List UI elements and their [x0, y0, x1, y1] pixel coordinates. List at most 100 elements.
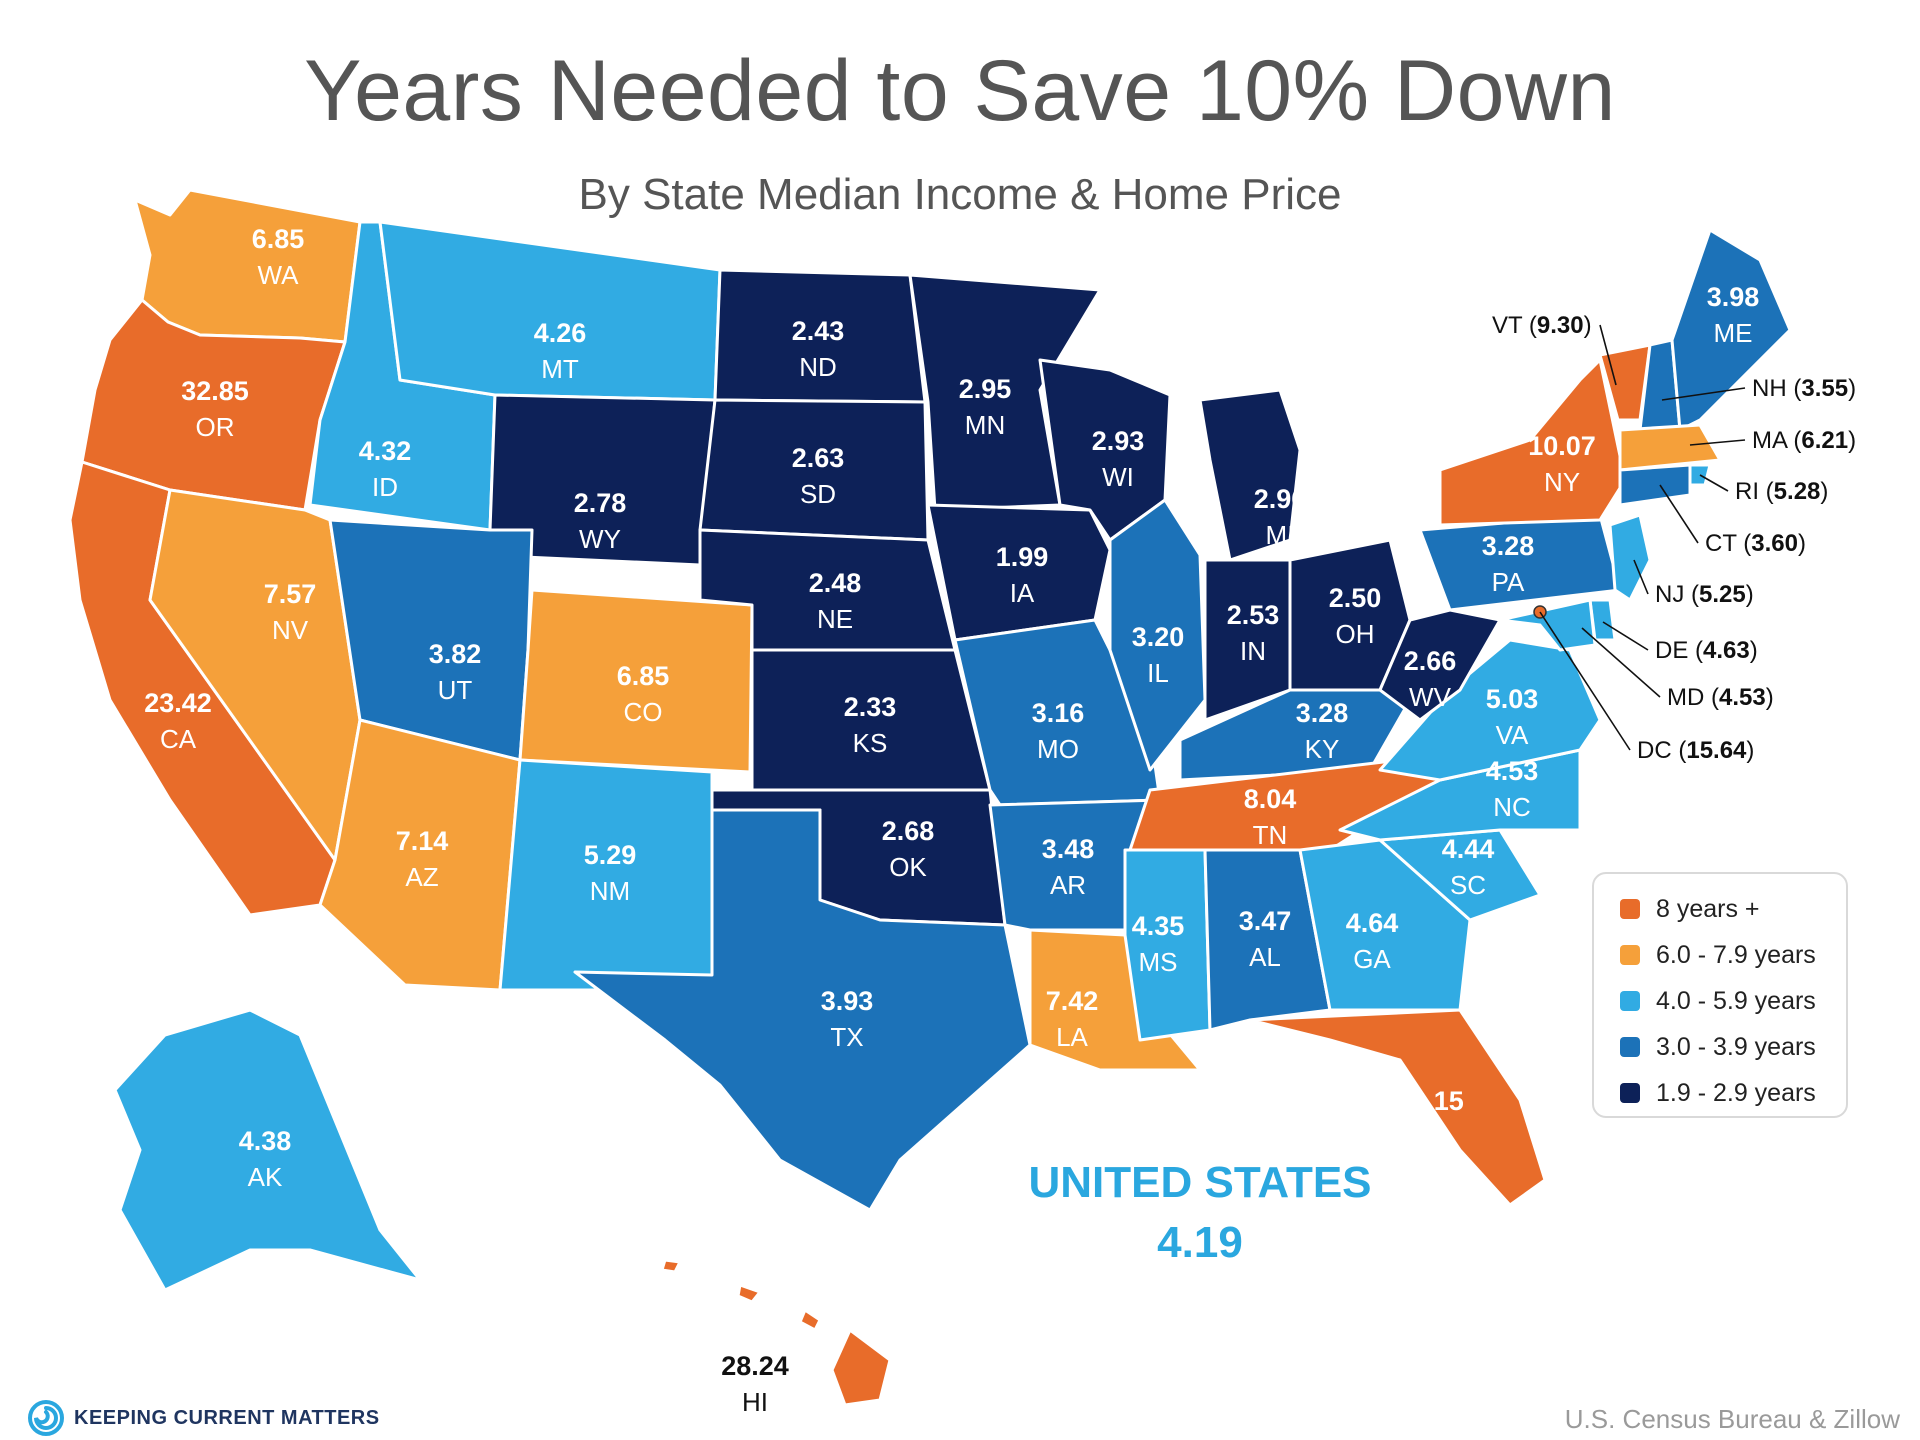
state-abbr-al: AL — [1249, 942, 1281, 972]
state-value-fl: 16.15 — [1396, 1086, 1464, 1116]
legend-swatch — [1620, 945, 1640, 965]
state-value-ga: 4.64 — [1346, 908, 1399, 938]
callout-paren-close: ) — [1584, 312, 1592, 339]
callout-label-ri: RI (5.28) — [1735, 478, 1828, 505]
state-shape-fl — [1248, 1008, 1547, 1207]
callout-line-de — [1602, 621, 1649, 651]
state-shape-wy — [478, 393, 717, 567]
state-value-nc: 4.53 — [1486, 756, 1539, 786]
national-value: 4.19 — [1157, 1218, 1243, 1267]
state-value-ia: 1.99 — [996, 542, 1049, 572]
state-abbr-ne: NE — [817, 604, 853, 634]
callout-value: 3.55 — [1801, 375, 1848, 402]
swirl-logo-icon — [28, 1400, 64, 1436]
callout-paren-close: ) — [1798, 530, 1806, 557]
legend-swatch — [1620, 1083, 1640, 1103]
state-abbr-wy: WY — [579, 524, 621, 554]
state-value-mo: 3.16 — [1032, 698, 1085, 728]
state-value-nv: 7.57 — [264, 579, 317, 609]
state-value-mt: 4.26 — [534, 318, 587, 348]
state-abbr-nd: ND — [799, 352, 837, 382]
callout-line-nh — [1661, 387, 1746, 401]
state-abbr-ks: KS — [853, 728, 888, 758]
callout-paren-close: ) — [1848, 375, 1856, 402]
state-shape-ms — [1123, 848, 1212, 1042]
callout-line-dc — [1539, 611, 1631, 751]
state-abbr-me: ME — [1714, 318, 1753, 348]
callout-label-nj: NJ (5.25) — [1655, 581, 1754, 608]
state-abbr-mn: MN — [965, 410, 1005, 440]
state-abbr-sd: SD — [800, 479, 836, 509]
legend-item: 6.0 - 7.9 years — [1620, 932, 1846, 978]
callout-paren-close: ) — [1848, 427, 1856, 454]
state-value-il: 3.20 — [1132, 622, 1185, 652]
state-shape-wa — [133, 188, 362, 344]
callout-abbr: NJ — [1655, 581, 1684, 608]
state-shape-hi — [830, 1328, 892, 1407]
state-value-me: 3.98 — [1707, 282, 1760, 312]
state-abbr-va: VA — [1496, 720, 1529, 750]
callout-value: 5.25 — [1699, 581, 1746, 608]
state-value-la: 7.42 — [1046, 986, 1099, 1016]
callout-abbr: RI — [1735, 478, 1759, 505]
state-value-al: 3.47 — [1239, 906, 1292, 936]
state-shape-ma — [1618, 423, 1722, 472]
callout-label-vt: VT (9.30) — [1492, 312, 1592, 339]
state-value-ut: 3.82 — [429, 639, 482, 669]
state-shape-ny — [1438, 358, 1627, 527]
callout-paren-close: ) — [1820, 478, 1828, 505]
state-value-wi: 2.93 — [1092, 426, 1145, 456]
state-abbr-nm: NM — [590, 876, 630, 906]
state-abbr-mt: MT — [541, 354, 579, 384]
callout-line-nj — [1633, 559, 1649, 595]
state-abbr-il: IL — [1147, 658, 1169, 688]
state-value-ks: 2.33 — [844, 692, 897, 722]
legend-label: 4.0 - 5.9 years — [1656, 986, 1816, 1015]
state-value-wv: 2.66 — [1404, 646, 1457, 676]
callout-paren-open: ( — [1672, 737, 1687, 764]
callout-paren-open: ( — [1688, 637, 1703, 664]
callout-label-dc: DC (15.64) — [1637, 737, 1754, 764]
callout-abbr: MD — [1667, 684, 1704, 711]
state-value-co: 6.85 — [617, 661, 670, 691]
callout-label-nh: NH (3.55) — [1752, 375, 1856, 402]
state-value-nm: 5.29 — [584, 840, 637, 870]
state-abbr-fl: FL — [1415, 1122, 1445, 1152]
state-abbr-id: ID — [372, 472, 398, 502]
callout-abbr: VT — [1492, 312, 1523, 339]
callout-line-ct — [1659, 484, 1699, 544]
callout-paren-close: ) — [1746, 581, 1754, 608]
state-shape-md — [1498, 598, 1597, 652]
state-abbr-ak: AK — [248, 1162, 283, 1192]
national-label: UNITED STATES — [1028, 1158, 1372, 1207]
state-value-wa: 6.85 — [252, 224, 305, 254]
legend-item: 8 years + — [1620, 886, 1846, 932]
callout-label-de: DE (4.63) — [1655, 637, 1758, 664]
state-value-ny: 10.07 — [1528, 431, 1596, 461]
state-abbr-nc: NC — [1493, 792, 1531, 822]
state-shape-al — [1203, 848, 1332, 1032]
map-title: Years Needed to Save 10% Down — [304, 43, 1616, 139]
state-value-hi: 28.24 — [721, 1351, 789, 1381]
state-abbr-tx: TX — [830, 1022, 863, 1052]
state-shape-nm — [498, 758, 714, 992]
callout-abbr: NH — [1752, 375, 1787, 402]
callout-value: 4.53 — [1719, 684, 1766, 711]
legend-label: 1.9 - 2.9 years — [1656, 1078, 1816, 1107]
state-value-ar: 3.48 — [1042, 834, 1095, 864]
state-value-ms: 4.35 — [1132, 911, 1185, 941]
state-value-id: 4.32 — [359, 436, 412, 466]
callout-value: 4.63 — [1703, 637, 1750, 664]
callout-value: 5.28 — [1774, 478, 1821, 505]
state-value-az: 7.14 — [396, 826, 449, 856]
state-abbr-la: LA — [1056, 1022, 1088, 1052]
state-value-ca: 23.42 — [144, 688, 212, 718]
state-shape-hi — [660, 1258, 682, 1274]
brand-logo: KEEPING CURRENT MATTERS — [28, 1400, 380, 1436]
legend-swatch — [1620, 899, 1640, 919]
state-shape-ia — [926, 503, 1112, 642]
state-shape-mi — [1198, 388, 1302, 562]
state-abbr-wv: WV — [1409, 682, 1452, 712]
state-value-mi: 2.96 — [1254, 484, 1307, 514]
